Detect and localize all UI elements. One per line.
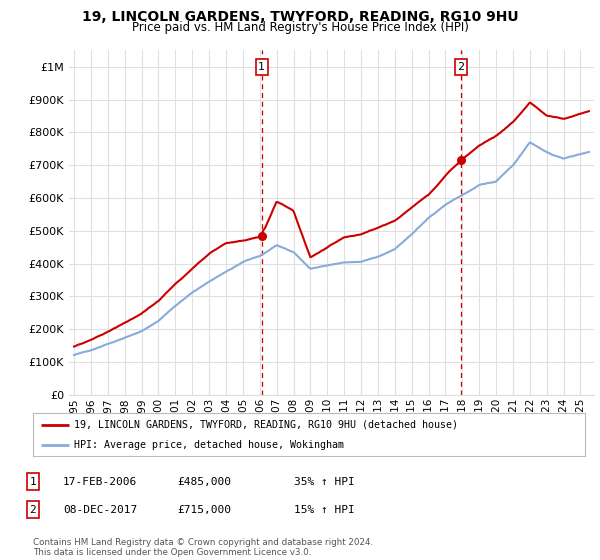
Text: 08-DEC-2017: 08-DEC-2017 xyxy=(63,505,137,515)
Text: 15% ↑ HPI: 15% ↑ HPI xyxy=(294,505,355,515)
Text: HPI: Average price, detached house, Wokingham: HPI: Average price, detached house, Woki… xyxy=(74,440,344,450)
Text: Price paid vs. HM Land Registry's House Price Index (HPI): Price paid vs. HM Land Registry's House … xyxy=(131,21,469,34)
Text: 2: 2 xyxy=(29,505,37,515)
Text: 19, LINCOLN GARDENS, TWYFORD, READING, RG10 9HU: 19, LINCOLN GARDENS, TWYFORD, READING, R… xyxy=(82,10,518,24)
Text: 2: 2 xyxy=(457,62,464,72)
Text: £715,000: £715,000 xyxy=(177,505,231,515)
Text: £485,000: £485,000 xyxy=(177,477,231,487)
Text: Contains HM Land Registry data © Crown copyright and database right 2024.
This d: Contains HM Land Registry data © Crown c… xyxy=(33,538,373,557)
Text: 17-FEB-2006: 17-FEB-2006 xyxy=(63,477,137,487)
Text: 19, LINCOLN GARDENS, TWYFORD, READING, RG10 9HU (detached house): 19, LINCOLN GARDENS, TWYFORD, READING, R… xyxy=(74,419,458,430)
Text: 1: 1 xyxy=(29,477,37,487)
Text: 35% ↑ HPI: 35% ↑ HPI xyxy=(294,477,355,487)
Text: 1: 1 xyxy=(258,62,265,72)
